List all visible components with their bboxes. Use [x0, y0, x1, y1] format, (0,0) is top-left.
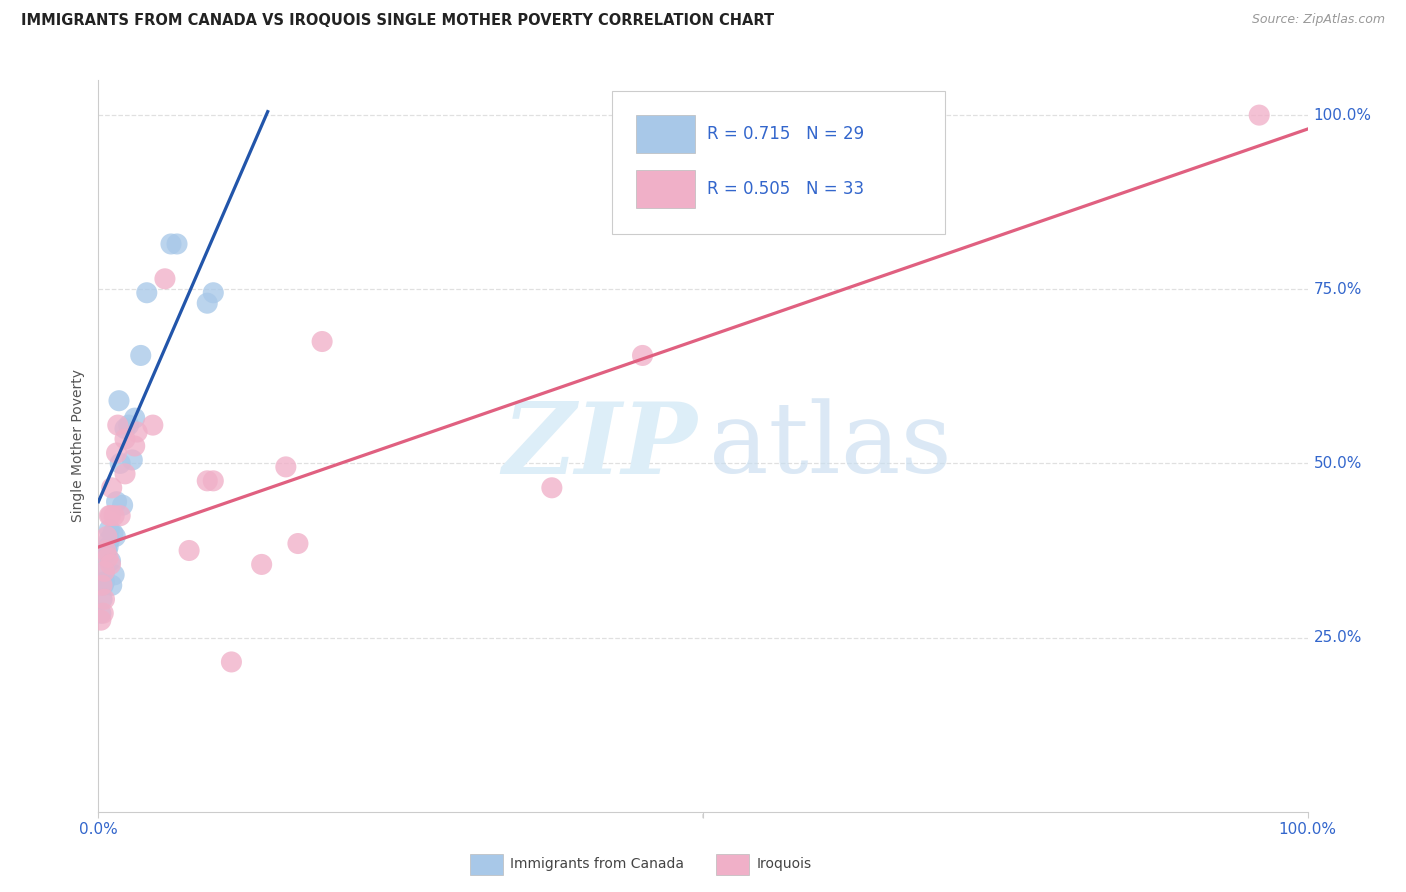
Point — [93, 574, 115, 589]
Point — [91, 606, 114, 620]
FancyBboxPatch shape — [612, 91, 945, 234]
Text: IMMIGRANTS FROM CANADA VS IROQUOIS SINGLE MOTHER POVERTY CORRELATION CHART: IMMIGRANTS FROM CANADA VS IROQUOIS SINGL… — [21, 13, 775, 29]
Point — [135, 285, 157, 300]
Point — [177, 543, 201, 558]
Text: Iroquois: Iroquois — [756, 857, 811, 871]
Text: 25.0%: 25.0% — [1313, 630, 1362, 645]
Point — [97, 550, 120, 565]
Text: R = 0.715   N = 29: R = 0.715 N = 29 — [707, 125, 863, 143]
Point — [114, 432, 136, 446]
Y-axis label: Single Mother Poverty: Single Mother Poverty — [72, 369, 86, 523]
Point — [90, 606, 112, 620]
Text: atlas: atlas — [709, 398, 952, 494]
Point — [114, 421, 136, 435]
Point — [100, 508, 122, 523]
Point — [250, 558, 273, 572]
Point — [98, 523, 121, 537]
Point — [105, 494, 128, 508]
Point — [124, 411, 146, 425]
Point — [93, 592, 115, 607]
FancyBboxPatch shape — [637, 170, 695, 209]
Point — [195, 474, 218, 488]
Point — [221, 655, 243, 669]
Point — [160, 237, 183, 252]
Point — [91, 592, 114, 607]
Point — [540, 481, 562, 495]
Point — [91, 578, 114, 592]
Point — [142, 418, 165, 433]
Point — [114, 467, 136, 481]
Point — [94, 543, 117, 558]
Point — [195, 296, 218, 310]
Point — [108, 508, 131, 523]
Point — [91, 578, 114, 592]
Point — [100, 554, 122, 568]
Point — [127, 425, 149, 439]
Point — [100, 481, 122, 495]
Point — [107, 418, 129, 433]
Point — [103, 508, 125, 523]
Point — [96, 530, 118, 544]
Point — [100, 558, 122, 572]
Text: ZIP: ZIP — [502, 398, 697, 494]
Point — [98, 508, 121, 523]
Point — [274, 459, 297, 474]
Point — [108, 457, 131, 471]
Point — [98, 533, 121, 547]
Point — [118, 418, 141, 433]
Point — [93, 565, 115, 579]
Point — [124, 439, 146, 453]
Point — [94, 547, 117, 561]
Point — [202, 285, 225, 300]
Point — [108, 393, 131, 408]
Point — [104, 530, 127, 544]
Text: 100.0%: 100.0% — [1313, 108, 1372, 122]
Point — [90, 613, 112, 627]
Text: Source: ZipAtlas.com: Source: ZipAtlas.com — [1251, 13, 1385, 27]
Point — [631, 348, 654, 362]
Point — [287, 536, 309, 550]
FancyBboxPatch shape — [637, 115, 695, 153]
Point — [100, 578, 122, 592]
Point — [166, 237, 188, 252]
Point — [111, 498, 134, 512]
Point — [105, 446, 128, 460]
Point — [93, 565, 115, 579]
Point — [202, 474, 225, 488]
Point — [101, 526, 124, 541]
Text: Immigrants from Canada: Immigrants from Canada — [510, 857, 685, 871]
Text: 75.0%: 75.0% — [1313, 282, 1362, 297]
Point — [129, 348, 152, 362]
Point — [96, 543, 118, 558]
Point — [153, 272, 176, 286]
Point — [121, 453, 143, 467]
Point — [311, 334, 333, 349]
Point — [1249, 108, 1271, 122]
Text: R = 0.505   N = 33: R = 0.505 N = 33 — [707, 180, 863, 198]
Point — [103, 567, 125, 582]
Point — [97, 540, 120, 554]
Text: 50.0%: 50.0% — [1313, 456, 1362, 471]
